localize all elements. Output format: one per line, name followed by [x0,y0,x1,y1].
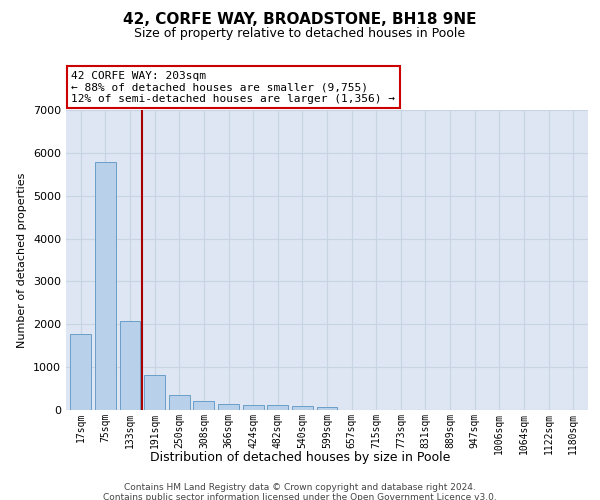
Text: Contains public sector information licensed under the Open Government Licence v3: Contains public sector information licen… [103,493,497,500]
Text: Contains HM Land Registry data © Crown copyright and database right 2024.: Contains HM Land Registry data © Crown c… [124,483,476,492]
Bar [267,406,288,410]
Text: Size of property relative to detached houses in Poole: Size of property relative to detached ho… [134,28,466,40]
Bar [169,396,190,410]
Bar [70,334,91,410]
Bar [292,406,313,410]
Bar [144,375,165,410]
Text: 42 CORFE WAY: 203sqm
← 88% of detached houses are smaller (9,755)
12% of semi-de: 42 CORFE WAY: 203sqm ← 88% of detached h… [71,71,395,104]
Bar [317,407,337,410]
Text: 42, CORFE WAY, BROADSTONE, BH18 9NE: 42, CORFE WAY, BROADSTONE, BH18 9NE [123,12,477,28]
Bar [218,404,239,410]
Bar [242,405,263,410]
Text: Distribution of detached houses by size in Poole: Distribution of detached houses by size … [150,451,450,464]
Y-axis label: Number of detached properties: Number of detached properties [17,172,28,348]
Bar [119,322,140,410]
Bar [95,162,116,410]
Bar [193,402,214,410]
